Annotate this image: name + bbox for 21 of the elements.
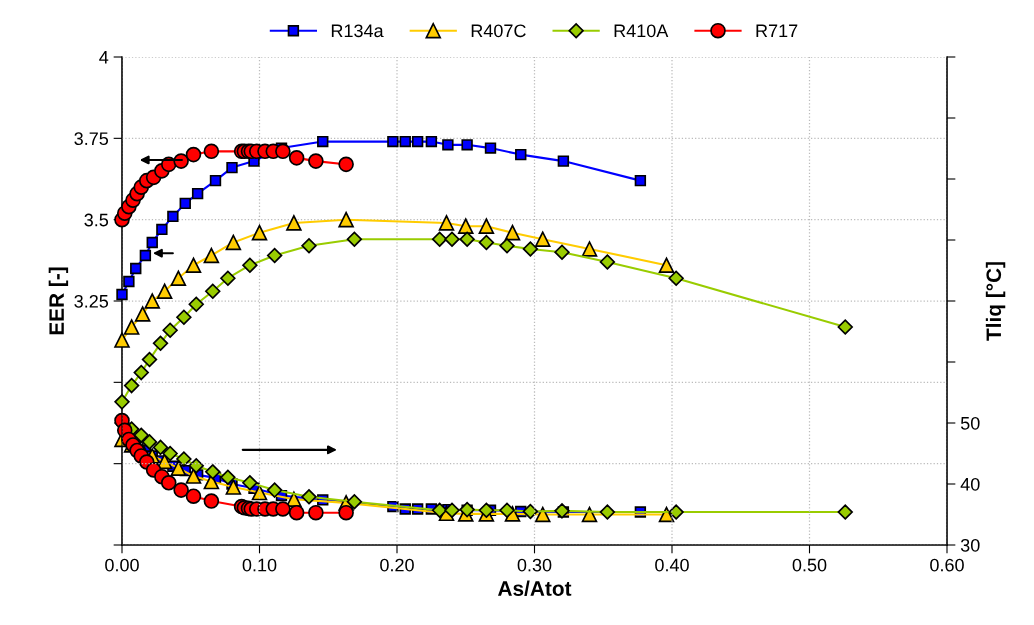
y2-axis-title: Tliq [°C] [985, 262, 1006, 341]
y-axis-title: EER [-] [48, 267, 69, 335]
x-tick-label: 0.50 [792, 558, 827, 572]
x-tick-label: 0.40 [655, 558, 689, 572]
legend-label: R407C [471, 24, 526, 38]
legend-label: R410A [614, 24, 669, 38]
y-tick-label: 3.5 [84, 213, 109, 227]
y2-tick-label: 40 [960, 477, 980, 491]
y-tick-label: 3.75 [74, 132, 109, 146]
y2-tick-label: 50 [960, 416, 980, 430]
x-tick-label: 0.10 [242, 558, 277, 572]
x-tick-label: 0.00 [105, 558, 139, 572]
y-tick-label: 3.25 [74, 294, 109, 308]
y2-tick-label: 30 [960, 538, 980, 552]
legend-label: R134a [331, 24, 384, 38]
legend-label: R717 [756, 24, 798, 37]
x-tick-label: 0.60 [930, 558, 964, 572]
x-tick-label: 0.30 [517, 558, 552, 572]
y-tick-label: 4 [99, 51, 109, 64]
x-axis-title: As/Atot [497, 580, 572, 597]
x-tick-label: 0.20 [380, 558, 414, 572]
